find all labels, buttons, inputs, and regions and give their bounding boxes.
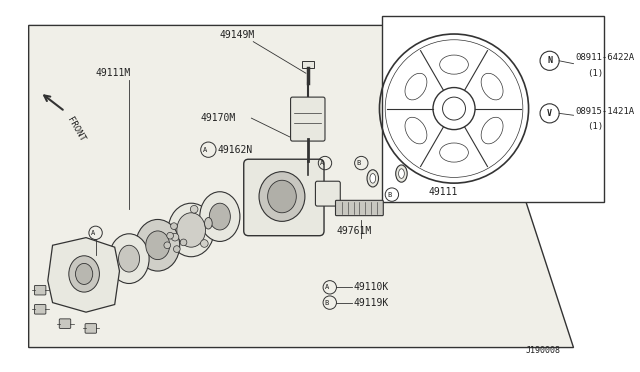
Text: 08915-1421A: 08915-1421A (575, 107, 634, 116)
Circle shape (173, 246, 180, 253)
Text: 49110K: 49110K (354, 282, 389, 292)
Text: A: A (324, 284, 329, 290)
Polygon shape (29, 25, 573, 347)
FancyBboxPatch shape (35, 285, 46, 295)
Ellipse shape (440, 55, 468, 74)
Ellipse shape (259, 171, 305, 221)
Text: A: A (202, 147, 207, 153)
Bar (302, 61, 314, 68)
Circle shape (171, 233, 179, 241)
Ellipse shape (481, 117, 503, 144)
FancyBboxPatch shape (60, 319, 71, 328)
Text: B: B (387, 192, 391, 198)
Ellipse shape (205, 218, 212, 229)
Ellipse shape (69, 256, 99, 292)
Ellipse shape (200, 192, 240, 241)
Ellipse shape (367, 170, 378, 187)
Text: 49111M: 49111M (95, 68, 131, 78)
Ellipse shape (405, 73, 427, 100)
Ellipse shape (177, 213, 205, 247)
FancyBboxPatch shape (35, 305, 46, 314)
FancyBboxPatch shape (335, 201, 383, 216)
Ellipse shape (440, 143, 468, 162)
Text: (1): (1) (587, 122, 603, 131)
Text: 49170M: 49170M (201, 113, 236, 123)
Ellipse shape (268, 180, 296, 213)
Text: A: A (320, 160, 324, 166)
Polygon shape (48, 238, 120, 312)
Bar (382, 16, 604, 202)
Ellipse shape (118, 245, 140, 272)
FancyBboxPatch shape (85, 324, 97, 333)
Text: J190008: J190008 (525, 346, 561, 355)
Ellipse shape (136, 219, 180, 271)
Ellipse shape (396, 165, 407, 182)
Text: B: B (324, 299, 329, 306)
Text: A: A (91, 230, 95, 236)
Text: N: N (547, 56, 552, 65)
Ellipse shape (168, 203, 214, 257)
Ellipse shape (146, 231, 170, 260)
Circle shape (171, 223, 177, 230)
Text: 08911-6422A: 08911-6422A (575, 54, 634, 62)
Ellipse shape (109, 234, 149, 283)
Circle shape (167, 232, 173, 239)
Ellipse shape (399, 169, 404, 178)
Text: 49761M: 49761M (337, 226, 372, 236)
FancyBboxPatch shape (244, 159, 324, 236)
Text: (1): (1) (587, 69, 603, 78)
Circle shape (200, 240, 208, 247)
FancyBboxPatch shape (291, 97, 325, 141)
Ellipse shape (370, 174, 376, 183)
Circle shape (190, 205, 198, 213)
FancyBboxPatch shape (316, 181, 340, 206)
Text: 49149M: 49149M (220, 30, 255, 40)
Ellipse shape (209, 203, 230, 230)
Text: V: V (547, 109, 552, 118)
Text: 49119K: 49119K (354, 298, 389, 308)
Ellipse shape (76, 263, 93, 285)
Text: FRONT: FRONT (65, 115, 86, 143)
Circle shape (164, 242, 171, 248)
Ellipse shape (481, 73, 503, 100)
Text: 49162N: 49162N (218, 145, 253, 155)
Text: 49111: 49111 (428, 187, 458, 197)
Circle shape (180, 239, 187, 246)
Text: B: B (356, 160, 360, 166)
Ellipse shape (405, 117, 427, 144)
